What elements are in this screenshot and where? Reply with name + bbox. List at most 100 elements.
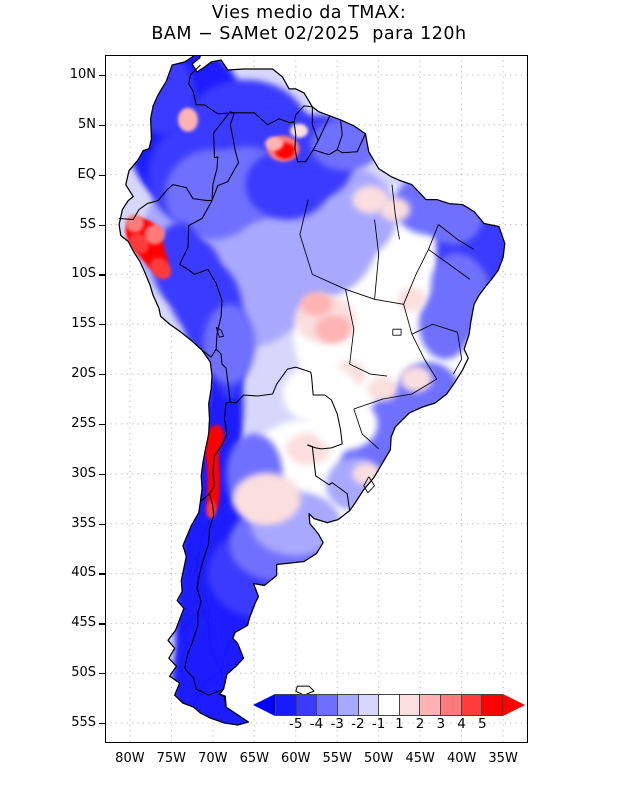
colorbar-segment xyxy=(295,694,317,716)
xtick-label: 75W xyxy=(156,751,187,766)
bias-patch xyxy=(313,397,378,450)
xtick-label: 65W xyxy=(239,751,269,766)
border-line xyxy=(295,685,315,696)
colorbar-segment xyxy=(440,694,461,716)
ytick-label: 25S xyxy=(71,415,96,431)
colorbar-segment xyxy=(481,694,504,716)
bias-patch xyxy=(242,490,283,521)
ytick-mark xyxy=(99,473,105,475)
colorbar-segment xyxy=(460,694,482,716)
border-line xyxy=(411,323,458,335)
xtick-label: 40W xyxy=(446,751,477,766)
colorbar-segment xyxy=(316,694,337,716)
coastline xyxy=(118,55,506,726)
map-plot-area xyxy=(105,55,528,743)
colorbar-segment xyxy=(357,694,379,716)
bias-patch xyxy=(352,185,389,214)
colorbar-tick-label: -3 xyxy=(330,716,344,732)
border-line xyxy=(438,224,475,250)
ytick-mark xyxy=(99,573,105,575)
coastline-and-borders xyxy=(118,55,506,726)
ytick-mark xyxy=(99,74,105,77)
colorbar-tick-label: 2 xyxy=(415,716,425,732)
colorbar-tick-label: -5 xyxy=(288,716,303,732)
border-line xyxy=(293,106,319,163)
border-line xyxy=(317,115,331,141)
colorbar-segment xyxy=(398,694,420,716)
colorbar-tick-label: 3 xyxy=(436,716,446,732)
xtick-label: 80W xyxy=(115,751,145,766)
bias-patch xyxy=(265,136,284,151)
title-line-1: Vies medio da TMAX: xyxy=(211,3,407,23)
bias-patch xyxy=(150,257,171,280)
colorbar-low-arrow xyxy=(253,694,275,716)
xtick-label: 45W xyxy=(405,751,435,766)
ytick-label: 45S xyxy=(71,615,96,631)
colorbar-tick-label: -2 xyxy=(351,716,365,732)
ytick-mark xyxy=(99,673,105,675)
ytick-mark xyxy=(99,174,105,176)
ytick-label: 40S xyxy=(71,565,96,581)
border-line xyxy=(374,219,380,300)
title-line-2: BAM − SAMet 02/2025 para 120h xyxy=(151,24,467,44)
border-line xyxy=(363,476,375,494)
border-line xyxy=(307,444,351,511)
ytick-mark xyxy=(99,324,105,326)
border-line xyxy=(184,493,224,696)
border-line xyxy=(215,348,343,450)
bias-patch xyxy=(300,292,333,317)
colorbar-segment xyxy=(419,694,441,716)
bias-patch xyxy=(367,377,398,402)
ytick-label: 10N xyxy=(69,66,96,82)
xtick-label: 50W xyxy=(364,751,394,766)
ytick-mark xyxy=(99,224,105,226)
ytick-label: 15S xyxy=(71,316,96,332)
border-line xyxy=(200,401,231,503)
border-line xyxy=(428,249,471,280)
ytick-label: 55S xyxy=(71,715,96,731)
xtick-label: 35W xyxy=(488,751,518,766)
ytick-mark xyxy=(99,723,105,725)
bias-patch xyxy=(129,233,149,254)
colorbar-tick-label: 4 xyxy=(457,716,466,732)
colorbar-tick-label: -1 xyxy=(371,716,386,732)
border-line xyxy=(391,184,400,240)
border-line xyxy=(353,378,437,410)
ytick-mark xyxy=(99,423,105,426)
ytick-label: 20S xyxy=(71,366,96,382)
colorbar: -5 -4 -3 -2 -1 1 2 3 4 5 xyxy=(253,694,525,732)
bias-patch xyxy=(380,197,411,222)
border-line xyxy=(349,363,388,377)
border-line xyxy=(201,348,217,358)
ytick-mark xyxy=(99,274,105,276)
ytick-mark xyxy=(99,124,105,126)
ytick-mark xyxy=(99,623,105,625)
colorbar-segment xyxy=(336,694,358,716)
border-line xyxy=(392,328,402,336)
ytick-label: 5S xyxy=(79,216,96,232)
ytick-label: 30S xyxy=(71,465,96,481)
border-line xyxy=(403,304,438,380)
border-line xyxy=(345,289,355,365)
ytick-mark xyxy=(99,523,105,525)
ytick-label: 50S xyxy=(71,665,96,681)
ytick-mark xyxy=(99,374,105,376)
xtick-label: 60W xyxy=(281,751,311,766)
border-line xyxy=(299,199,313,275)
border-line xyxy=(234,105,313,126)
border-line xyxy=(188,64,235,115)
bias-patch xyxy=(203,304,256,385)
colorbar-tick-label: 1 xyxy=(395,716,404,732)
border-line xyxy=(452,332,463,375)
border-line xyxy=(215,326,225,338)
border-line xyxy=(219,693,227,708)
xtick-label: 55W xyxy=(322,751,352,766)
border-line xyxy=(312,273,404,305)
border-line xyxy=(353,408,379,450)
xtick-label: 70W xyxy=(198,751,228,766)
ytick-label: 35S xyxy=(71,515,96,531)
colorbar-tick-label: -4 xyxy=(309,716,324,732)
bias-patch xyxy=(315,315,352,344)
bias-patch xyxy=(419,289,472,360)
